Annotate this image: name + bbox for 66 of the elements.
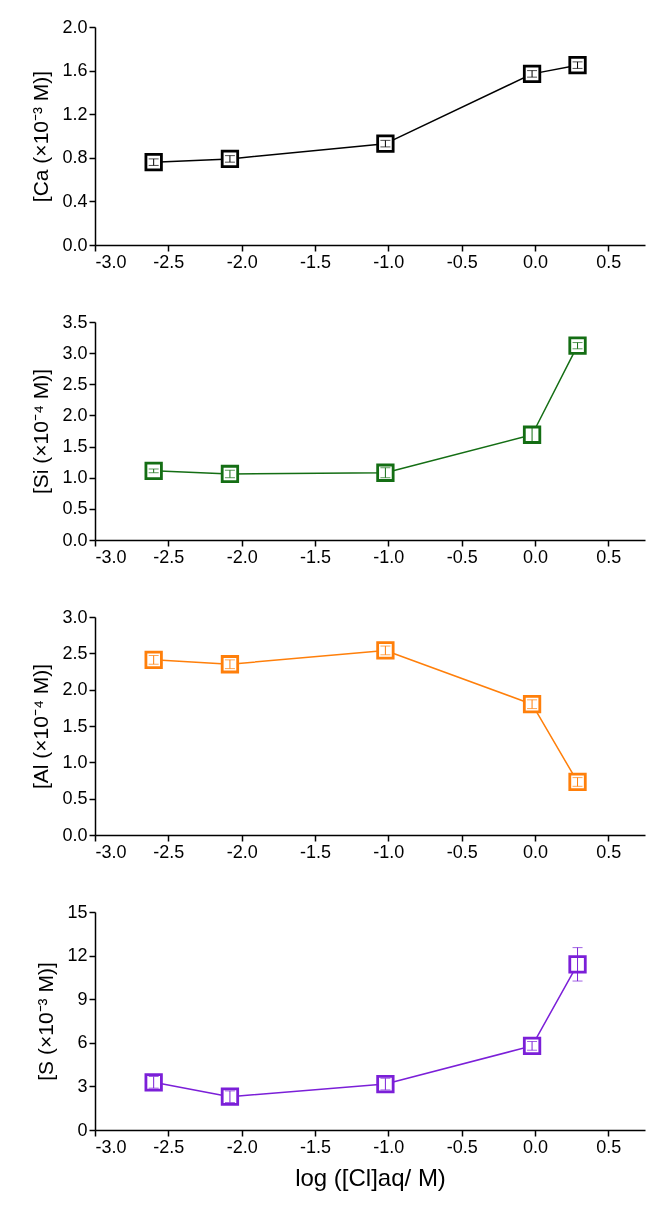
y-tick-label: 1.2 [62, 103, 88, 124]
x-tick-label: -2.0 [226, 251, 258, 272]
y-tick-label: 1.5 [62, 715, 88, 736]
x-tick-label: -1.5 [299, 251, 332, 272]
x-tick-label: -1.0 [373, 1136, 405, 1157]
y-tick-label: 15 [67, 901, 88, 922]
y-axis-title: [S (×10⁻³ M)] [34, 962, 58, 1081]
x-tick-label: -2.0 [226, 546, 258, 567]
y-tick-label: 0.0 [62, 234, 88, 255]
y-tick-label: 1.0 [62, 467, 88, 488]
x-axis-title: log ([Cl]aq/ M) [295, 1163, 446, 1191]
x-tick-label: -0.5 [446, 546, 478, 567]
x-tick-label: -3.0 [95, 251, 127, 272]
y-tick-label: 2.5 [62, 642, 88, 663]
y-tick-label: 3.0 [62, 342, 88, 363]
x-tick-label: -1.5 [299, 1136, 332, 1157]
x-tick-label: 0.0 [522, 841, 549, 862]
y-tick-label: 3.5 [62, 311, 88, 332]
y-tick-label: 1.0 [62, 751, 88, 772]
x-tick-label: 0.0 [522, 546, 549, 567]
x-tick-label: 0.0 [522, 251, 549, 272]
x-tick-label: -0.5 [446, 251, 478, 272]
y-tick-label: 2.0 [62, 16, 88, 37]
y-tick-label: 2.5 [62, 373, 88, 394]
y-tick-label: 2.0 [62, 404, 88, 425]
x-tick-label: -2.5 [153, 841, 185, 862]
x-tick-label: -3.0 [95, 546, 127, 567]
point [144, 461, 163, 481]
y-tick-label: 6 [77, 1032, 88, 1053]
x-tick-label: 0.5 [596, 841, 622, 862]
x-tick-label: -3.0 [95, 1136, 127, 1157]
y-tick-label: 0.0 [62, 529, 88, 550]
y-tick-label: 0.8 [62, 147, 88, 168]
x-tick-label: 0.5 [596, 251, 622, 272]
y-tick-label: 1.5 [62, 436, 88, 457]
y-tick-label: 0.0 [62, 824, 88, 845]
y-tick-label: 0.4 [62, 190, 88, 211]
y-axis-title: [Ca (×10⁻³ M)] [29, 70, 53, 203]
x-tick-label: -2.5 [153, 1136, 185, 1157]
x-tick-label: 0.5 [596, 546, 622, 567]
x-tick-label: -0.5 [446, 1136, 478, 1157]
x-tick-label: -2.5 [153, 546, 185, 567]
x-tick-label: -2.0 [226, 841, 258, 862]
y-tick-label: 0 [77, 1119, 88, 1140]
y-axis-title: [Al (×10⁻⁴ M)] [29, 663, 53, 790]
x-tick-label: -2.5 [153, 251, 185, 272]
x-tick-label: 0.5 [596, 1136, 622, 1157]
y-tick-label: 0.5 [62, 498, 88, 519]
y-tick-label: 0.5 [62, 788, 88, 809]
x-tick-label: -1.0 [373, 546, 405, 567]
y-tick-label: 3 [77, 1075, 88, 1096]
y-tick-label: 2.0 [62, 679, 88, 700]
x-tick-label: -1.0 [373, 841, 405, 862]
x-tick-label: -1.5 [299, 841, 332, 862]
x-tick-label: -1.0 [373, 251, 405, 272]
x-tick-label: -3.0 [95, 841, 127, 862]
y-axis-title: [Si (×10⁻⁴ M)] [29, 368, 53, 495]
point [568, 955, 587, 974]
x-tick-label: -1.5 [299, 546, 332, 567]
x-tick-label: -0.5 [446, 841, 478, 862]
x-tick-label: 0.0 [522, 1136, 549, 1157]
x-tick-label: -2.0 [226, 1136, 258, 1157]
y-tick-label: 12 [67, 945, 88, 966]
y-tick-label: 3.0 [62, 606, 88, 627]
y-tick-label: 1.6 [62, 60, 88, 81]
y-tick-label: 9 [77, 988, 88, 1009]
